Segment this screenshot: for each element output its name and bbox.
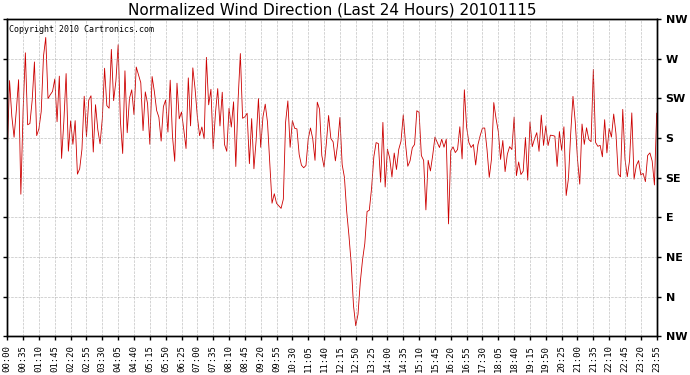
Title: Normalized Wind Direction (Last 24 Hours) 20101115: Normalized Wind Direction (Last 24 Hours…: [128, 3, 536, 18]
Text: Copyright 2010 Cartronics.com: Copyright 2010 Cartronics.com: [8, 25, 154, 34]
